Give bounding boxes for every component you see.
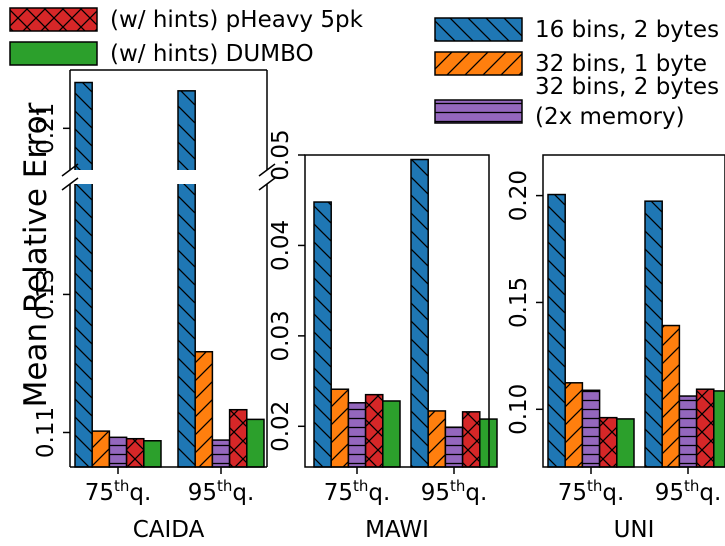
bar-b16	[177, 90, 196, 468]
bar-b32_2	[108, 436, 128, 468]
bar-b32_1	[330, 388, 350, 468]
bar-dumbo	[246, 418, 265, 468]
x-axis-label: CAIDA	[133, 517, 205, 543]
bar-dumbo	[143, 440, 162, 468]
bar-b16	[410, 158, 429, 468]
legend-item-b32_2: 32 bins, 2 bytes (2x memory)	[434, 74, 719, 130]
y-tick-label: 0.02	[268, 401, 294, 452]
y-tick-label: 0.20	[506, 170, 532, 221]
legend-swatch	[434, 51, 523, 76]
x-axis-label: UNI	[614, 517, 655, 543]
x-tick-label: 75thq.	[85, 477, 152, 506]
x-tick-label: 75thq.	[558, 477, 625, 506]
axis-break-mark	[258, 177, 276, 191]
legend-swatch	[9, 7, 98, 32]
bar-pheavy	[125, 437, 145, 468]
legend-label: 16 bins, 2 bytes	[535, 17, 719, 43]
panel-caida: 0.11 0.13 0.21 75thq. 95thq. CAIDA	[33, 69, 276, 543]
bar-b32_1	[194, 350, 214, 468]
legend-swatch	[434, 17, 523, 42]
legend-swatch	[9, 41, 98, 66]
x-tick-label: 95thq.	[655, 477, 722, 506]
y-tick-label: 0.15	[506, 277, 532, 328]
axis-break-mark	[61, 177, 79, 191]
bar-b32_2	[678, 395, 698, 468]
legend-item-b16: 16 bins, 2 bytes	[434, 17, 719, 43]
y-tick-label: 0.11	[33, 407, 59, 458]
axis-break-mark	[258, 163, 276, 177]
bar-b32_2	[211, 439, 231, 468]
legend: (w/ hints) pHeavy 5pk (w/ hints) DUMBO 16 …	[9, 7, 719, 130]
legend-label: (w/ hints) DUMBO	[110, 41, 314, 67]
bar-b16	[313, 201, 332, 468]
bar-dumbo	[713, 390, 725, 468]
bar-b32_1	[427, 410, 447, 468]
legend-swatch	[434, 99, 523, 124]
panel-uni: 0.10 0.15 0.20 75thq. 95thq.UNI	[506, 154, 725, 543]
bar-dumbo	[616, 418, 635, 468]
legend-item-b32_1: 32 bins, 1 byte	[434, 51, 707, 77]
y-tick-label: 0.10	[506, 384, 532, 435]
x-tick-label: 75thq.	[324, 477, 391, 506]
bar-b32_1	[661, 324, 681, 468]
bar-pheavy	[598, 416, 618, 468]
bar-b16	[547, 193, 566, 468]
axis-frame	[304, 154, 490, 468]
legend-item-dumbo: (w/ hints) DUMBO	[9, 41, 314, 67]
y-tick-label: 0.21	[33, 103, 59, 154]
axis-frame	[542, 154, 725, 468]
legend-label: 32 bins, 1 byte	[535, 51, 707, 77]
x-axis-label: MAWI	[365, 517, 429, 543]
panel-mawi: 0.02 0.03 0.04 0.05 75thq. 95thq. MAWI	[268, 129, 498, 543]
bar-b16	[74, 81, 93, 468]
legend-label: (2x memory)	[535, 104, 685, 130]
axis-break-gap	[71, 170, 266, 184]
x-tick-label: 95thq.	[188, 477, 255, 506]
bar-b32_2	[347, 402, 367, 468]
bar-pheavy	[461, 411, 481, 468]
bar-b32_2	[444, 426, 464, 468]
y-tick-label: 0.03	[268, 310, 294, 361]
bar-pheavy	[695, 388, 715, 468]
axis-break-mark	[61, 163, 79, 177]
bar-b32_2	[581, 389, 601, 468]
bar-b32_1	[91, 430, 111, 468]
legend-label: 32 bins, 2 bytes	[535, 74, 719, 100]
legend-item-pheavy: (w/ hints) pHeavy 5pk	[9, 7, 364, 33]
legend-label: (w/ hints) pHeavy 5pk	[110, 7, 364, 33]
bar-pheavy	[364, 393, 384, 468]
bar-b16	[644, 200, 663, 468]
y-axis-label: Mean Relative Error	[18, 102, 54, 407]
y-tick-label: 0.05	[268, 129, 294, 180]
y-tick-label: 0.04	[268, 220, 294, 271]
x-tick-label: 95thq.	[421, 477, 488, 506]
bar-b32_1	[564, 382, 584, 468]
bar-dumbo	[382, 400, 401, 468]
bar-pheavy	[228, 408, 248, 468]
y-tick-label: 0.13	[33, 269, 59, 320]
